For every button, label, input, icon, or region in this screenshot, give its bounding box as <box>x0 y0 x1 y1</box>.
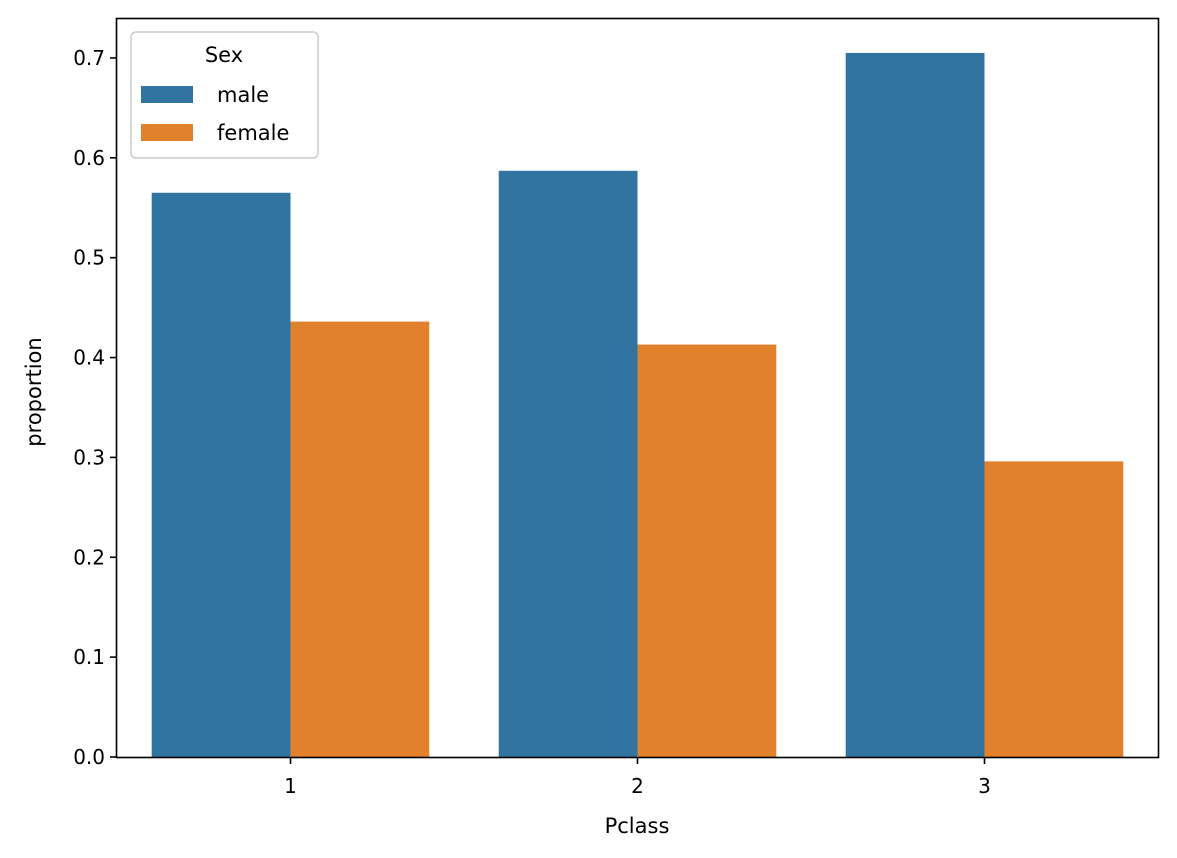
x-tick-label: 2 <box>631 774 644 798</box>
legend-swatch-female <box>141 124 193 141</box>
legend-label-male: male <box>217 83 269 107</box>
y-axis-label: proportion <box>22 337 46 446</box>
legend: Sex male female <box>130 31 319 159</box>
y-tick-label: 0.5 <box>73 246 105 270</box>
axis-ticks: 1 2 3 0.0 0.1 0.2 0.3 0.4 0.5 0.6 0.7 <box>73 46 991 798</box>
y-tick-label: 0.7 <box>73 46 105 70</box>
legend-title: Sex <box>205 43 243 67</box>
bar-male-class-1 <box>151 192 291 757</box>
x-tick-label: 3 <box>978 774 991 798</box>
y-tick-label: 0.6 <box>73 146 105 170</box>
x-axis-label: Pclass <box>605 814 670 838</box>
bars <box>151 52 1124 758</box>
legend-label-female: female <box>217 121 289 145</box>
x-tick-label: 1 <box>284 774 297 798</box>
bar-female-class-1 <box>290 321 430 757</box>
y-tick-label: 0.0 <box>73 745 105 769</box>
y-tick-label: 0.4 <box>73 346 105 370</box>
legend-swatch-male <box>141 86 193 103</box>
bar-male-class-3 <box>845 52 985 757</box>
bar-male-class-2 <box>498 170 638 758</box>
plot-frame <box>115 17 1160 759</box>
y-tick-label: 0.3 <box>73 445 105 469</box>
bar-female-class-3 <box>984 461 1124 757</box>
bar-female-class-2 <box>637 344 777 757</box>
y-tick-label: 0.2 <box>73 545 105 569</box>
y-tick-label: 0.1 <box>73 645 105 669</box>
